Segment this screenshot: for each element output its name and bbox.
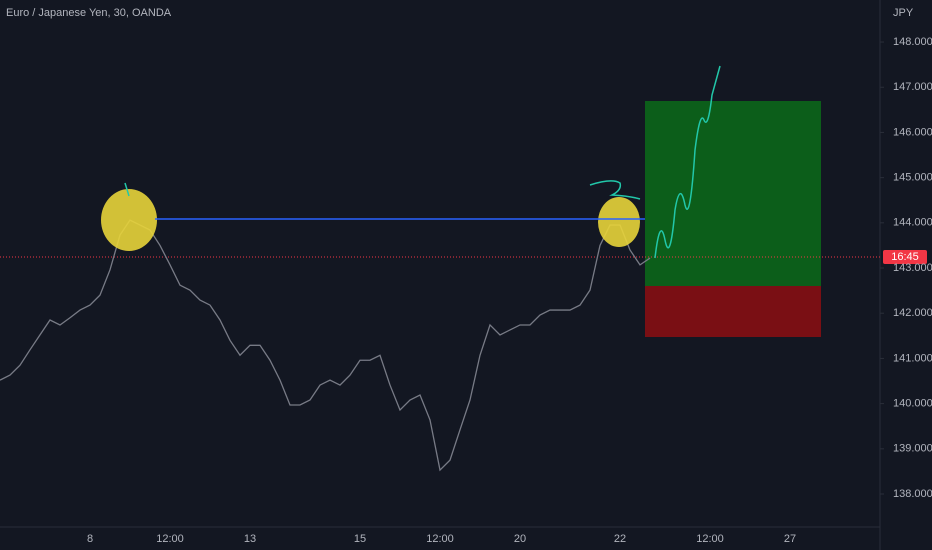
x-tick-label: 15 bbox=[354, 533, 366, 545]
drawing bbox=[124, 182, 130, 197]
y-tick-label: 148.000 bbox=[893, 36, 932, 48]
y-tick-label: 138.000 bbox=[893, 488, 932, 500]
x-tick-label: 22 bbox=[614, 533, 626, 545]
y-tick-label: 147.000 bbox=[893, 81, 932, 93]
highlight-circle bbox=[101, 189, 157, 251]
loss-zone bbox=[645, 286, 821, 337]
highlight-circle bbox=[598, 197, 640, 247]
y-tick-label: 140.000 bbox=[893, 398, 932, 410]
x-tick-label: 27 bbox=[784, 533, 796, 545]
x-tick-label: 8 bbox=[87, 533, 93, 545]
x-tick-label: 12:00 bbox=[156, 533, 184, 545]
series-layer bbox=[0, 219, 651, 472]
drawing bbox=[654, 65, 721, 259]
x-tick-label: 13 bbox=[244, 533, 256, 545]
drawing bbox=[589, 180, 641, 200]
currency-label: JPY bbox=[893, 7, 914, 19]
y-tick-label: 146.000 bbox=[893, 126, 932, 138]
x-tick-label: 12:00 bbox=[426, 533, 454, 545]
y-tick-label: 142.000 bbox=[893, 307, 932, 319]
price-tag-label: 16:45 bbox=[891, 251, 919, 263]
profit-zone bbox=[645, 101, 821, 286]
x-tick-label: 12:00 bbox=[696, 533, 724, 545]
price-line bbox=[0, 219, 651, 472]
price-tag bbox=[883, 250, 927, 264]
y-tick-label: 143.000 bbox=[893, 262, 932, 274]
y-tick-label: 141.000 bbox=[893, 352, 932, 364]
chart-title: Euro / Japanese Yen, 30, OANDA bbox=[6, 7, 172, 19]
y-tick-label: 145.000 bbox=[893, 172, 932, 184]
y-tick-label: 139.000 bbox=[893, 443, 932, 455]
x-tick-label: 20 bbox=[514, 533, 526, 545]
y-tick-label: 144.000 bbox=[893, 217, 932, 229]
